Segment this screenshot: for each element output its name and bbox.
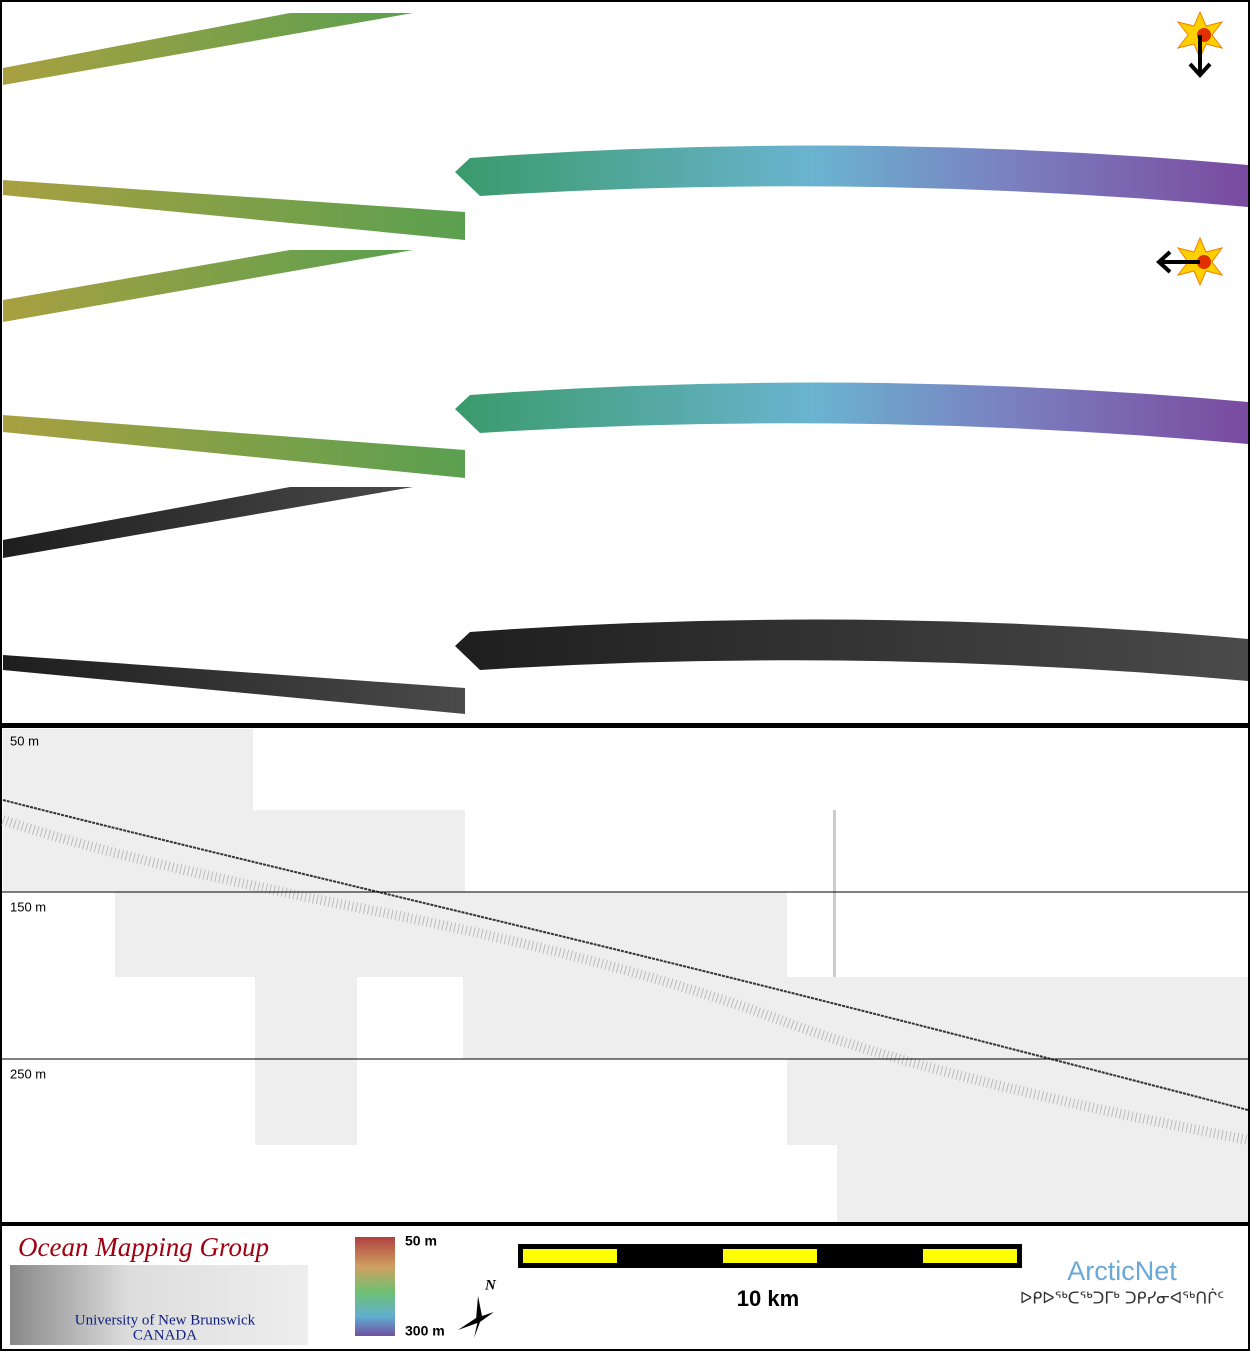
- sun-icon: [1156, 10, 1224, 287]
- divider: [0, 1222, 1250, 1226]
- depth-label: 150 m: [10, 899, 46, 914]
- omg-title: Ocean Mapping Group: [18, 1232, 269, 1262]
- seafloor-profile: [2, 799, 1249, 1111]
- north-label: N: [484, 1277, 497, 1293]
- arcticnet-syllabics: ᐅᑭᐅᖅᑕᖅᑐᒥᒃ ᑐᑭᓯᓂᐊᖅᑎᒌᑦ: [1020, 1289, 1224, 1308]
- divider: [0, 723, 1250, 728]
- omg-country: CANADA: [133, 1327, 197, 1343]
- omg-logo-image: [10, 1265, 308, 1345]
- scale-label: 10 km: [737, 1286, 799, 1311]
- scale-bar: [518, 1244, 1022, 1268]
- color-scale: [355, 1237, 395, 1336]
- arcticnet-name: ArcticNet: [1067, 1256, 1177, 1286]
- omg-university: University of New Brunswick: [75, 1312, 256, 1328]
- profile-background: [3, 729, 1248, 1222]
- swaths: [3, 13, 1248, 714]
- north-arrow: [458, 1296, 494, 1338]
- color-scale-top: 50 m: [405, 1233, 437, 1249]
- color-scale-bottom: 300 m: [405, 1323, 445, 1339]
- depth-label: 50 m: [10, 733, 39, 748]
- depth-label: 250 m: [10, 1066, 46, 1081]
